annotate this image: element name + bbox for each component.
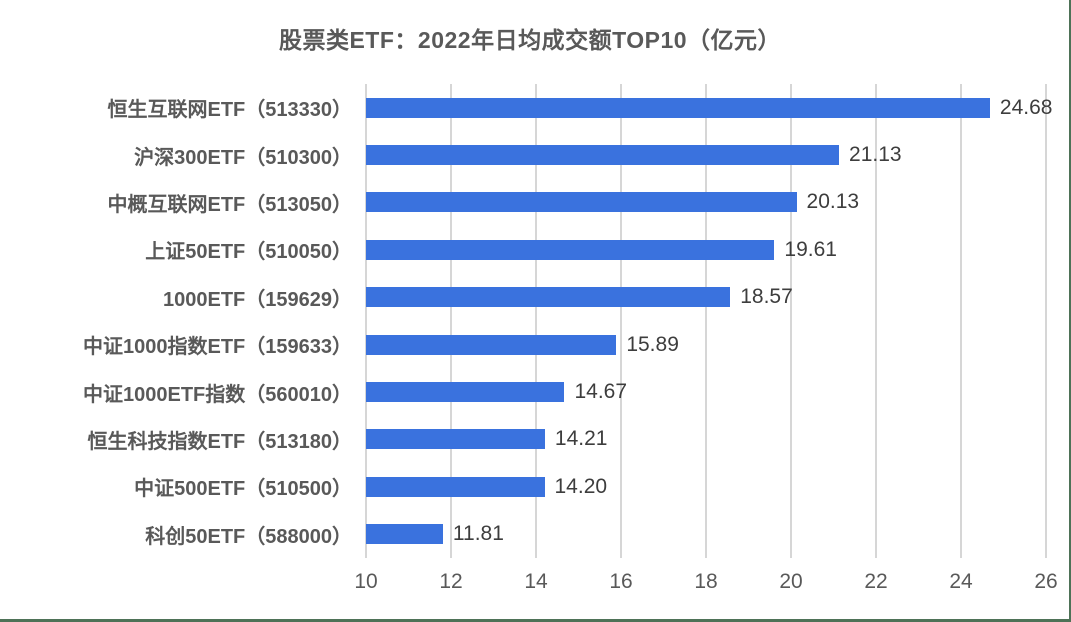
bar-row: 14.67 <box>366 368 1046 415</box>
bar-row: 24.68 <box>366 84 1052 131</box>
bar-series: 24.68 21.13 20.13 19.61 18.57 15.89 14.67 14.21… <box>366 84 1052 558</box>
x-tick-label: 24 <box>949 570 973 593</box>
x-tick-label: 14 <box>524 570 548 593</box>
category-axis: 恒生互联网ETF（513330） 沪深300ETF（510300） 中概互联网ETF… <box>0 84 352 558</box>
bar <box>366 382 565 403</box>
category-label: 中概互联网ETF（513050） <box>107 193 352 216</box>
category-label: 中证1000指数ETF（159633） <box>82 336 352 359</box>
x-tick-label: 20 <box>779 570 803 593</box>
bar-row: 15.89 <box>366 321 1046 368</box>
category-label: 1000ETF（159629） <box>162 288 352 311</box>
value-label: 19.61 <box>784 237 837 261</box>
value-label: 11.81 <box>452 522 504 546</box>
gridline <box>535 84 537 558</box>
x-tick-label: 12 <box>439 570 463 593</box>
x-tick-label: 18 <box>694 570 718 593</box>
gridline <box>1045 84 1047 558</box>
value-label: 15.89 <box>626 332 679 356</box>
x-tick-label: 26 <box>1034 570 1058 593</box>
bar-row: 19.61 <box>366 226 1046 273</box>
plot-area: 24.68 21.13 20.13 19.61 18.57 15.89 14.67 14.21… <box>365 84 1052 558</box>
bar-row: 11.81 <box>366 511 1046 558</box>
bar <box>366 145 840 166</box>
gridline <box>365 84 367 558</box>
x-tick-label: 16 <box>609 570 633 593</box>
bar <box>366 524 443 545</box>
bar-row: 20.13 <box>366 179 1046 226</box>
category-label: 上证50ETF（510050） <box>145 241 352 264</box>
bar <box>366 192 797 213</box>
value-label: 21.13 <box>849 143 902 167</box>
x-tick-label: 22 <box>864 570 888 593</box>
bar <box>366 476 545 497</box>
bar-row: 21.13 <box>366 131 1046 178</box>
category-label: 中证500ETF（510500） <box>134 478 352 501</box>
value-axis: 10 12 14 16 18 20 22 24 26 <box>354 570 1057 602</box>
gridline <box>960 84 962 558</box>
x-tick-label: 10 <box>354 570 378 593</box>
value-label: 14.21 <box>554 427 608 451</box>
category-label: 中证1000ETF指数（560010） <box>82 383 352 406</box>
bar <box>366 97 990 118</box>
gridline <box>705 84 707 558</box>
value-label: 14.20 <box>554 474 608 498</box>
category-label: 恒生科技指数ETF（513180） <box>87 430 352 453</box>
gridline <box>790 84 792 558</box>
gridline <box>450 84 452 558</box>
bar <box>366 287 731 308</box>
value-label: 24.68 <box>999 95 1053 119</box>
category-label: 沪深300ETF（510300） <box>134 146 352 169</box>
value-label: 18.57 <box>740 285 793 309</box>
category-label: 恒生互联网ETF（513330） <box>107 99 352 122</box>
bar-row: 14.20 <box>366 463 1046 510</box>
bar <box>366 239 775 260</box>
bar <box>366 429 545 450</box>
category-label: 科创50ETF（588000） <box>145 525 352 548</box>
bar-row: 14.21 <box>366 416 1046 463</box>
value-label: 20.13 <box>806 190 860 214</box>
gridline <box>620 84 622 558</box>
bar <box>366 334 617 355</box>
chart-title: 股票类ETF：2022年日均成交额TOP10（亿元） <box>278 27 782 53</box>
bar-row: 18.57 <box>366 274 1046 321</box>
gridline <box>875 84 877 558</box>
value-label: 14.67 <box>574 380 628 404</box>
